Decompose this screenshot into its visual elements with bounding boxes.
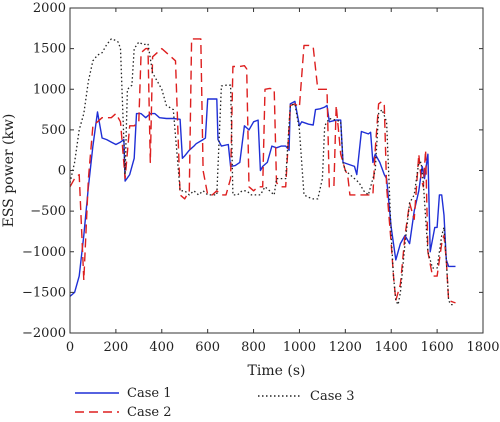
legend-label-case-3: Case 3	[310, 389, 354, 404]
legend: Case 1 Case 2 Case 3	[75, 386, 354, 420]
y-tick-label: −1500	[22, 285, 66, 300]
x-tick-label: 1000	[283, 340, 316, 355]
y-tick-label: 500	[41, 123, 66, 138]
x-tick-label: 1800	[466, 340, 499, 355]
series-lines	[69, 38, 456, 306]
x-tick-label: 1600	[421, 340, 454, 355]
y-tick-label: 2000	[33, 1, 66, 16]
series-line-case-1	[69, 98, 456, 297]
y-tick-label: 1500	[33, 42, 66, 57]
y-axis-label: ESS power (kw)	[1, 114, 17, 228]
x-tick-label: 400	[149, 340, 174, 355]
x-tick-label: 0	[66, 340, 74, 355]
x-axis-label: Time (s)	[248, 363, 306, 379]
series-line-case-2	[69, 38, 456, 304]
axis-ticks: 0 200 400 600 800 1000 1200 1400 1600 1800 −2000 −1…	[22, 1, 500, 355]
x-tick-label: 200	[103, 340, 128, 355]
y-tick-label: 1000	[33, 82, 66, 97]
legend-label-case-2: Case 2	[127, 405, 171, 420]
y-tick-label: 0	[58, 164, 66, 179]
legend-label-case-1: Case 1	[127, 386, 171, 401]
series-line-case-3	[69, 38, 454, 306]
x-tick-label: 600	[195, 340, 220, 355]
x-tick-label: 1200	[329, 340, 362, 355]
y-tick-label: −500	[30, 204, 66, 219]
x-tick-label: 800	[241, 340, 266, 355]
y-tick-label: −1000	[22, 245, 66, 260]
y-tick-label: −2000	[22, 326, 66, 341]
x-tick-label: 1400	[375, 340, 408, 355]
